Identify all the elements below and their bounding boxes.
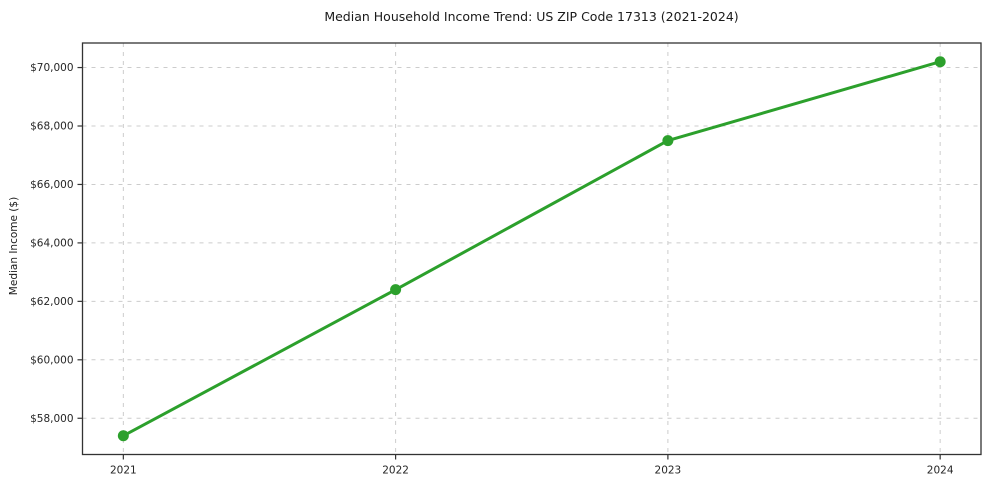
y-tick-label: $68,000 bbox=[30, 121, 73, 133]
x-tick-label: 2021 bbox=[110, 465, 137, 477]
data-point bbox=[390, 284, 402, 296]
y-tick-label: $58,000 bbox=[30, 413, 73, 425]
y-tick-label: $60,000 bbox=[30, 354, 73, 366]
trend-line bbox=[121, 60, 942, 438]
chart-title: Median Household Income Trend: US ZIP Co… bbox=[324, 9, 739, 24]
y-tick-label: $64,000 bbox=[30, 237, 73, 249]
data-point bbox=[934, 56, 946, 68]
data-point bbox=[117, 430, 129, 442]
x-tick-label: 2023 bbox=[655, 465, 682, 477]
plot-border bbox=[81, 42, 982, 456]
y-tick-label: $62,000 bbox=[30, 296, 73, 308]
data-point bbox=[662, 135, 674, 147]
y-tick-label: $70,000 bbox=[30, 62, 73, 74]
x-tick-label: 2024 bbox=[927, 465, 954, 477]
x-tick-label: 2022 bbox=[382, 465, 409, 477]
y-tick-label: $66,000 bbox=[30, 179, 73, 191]
